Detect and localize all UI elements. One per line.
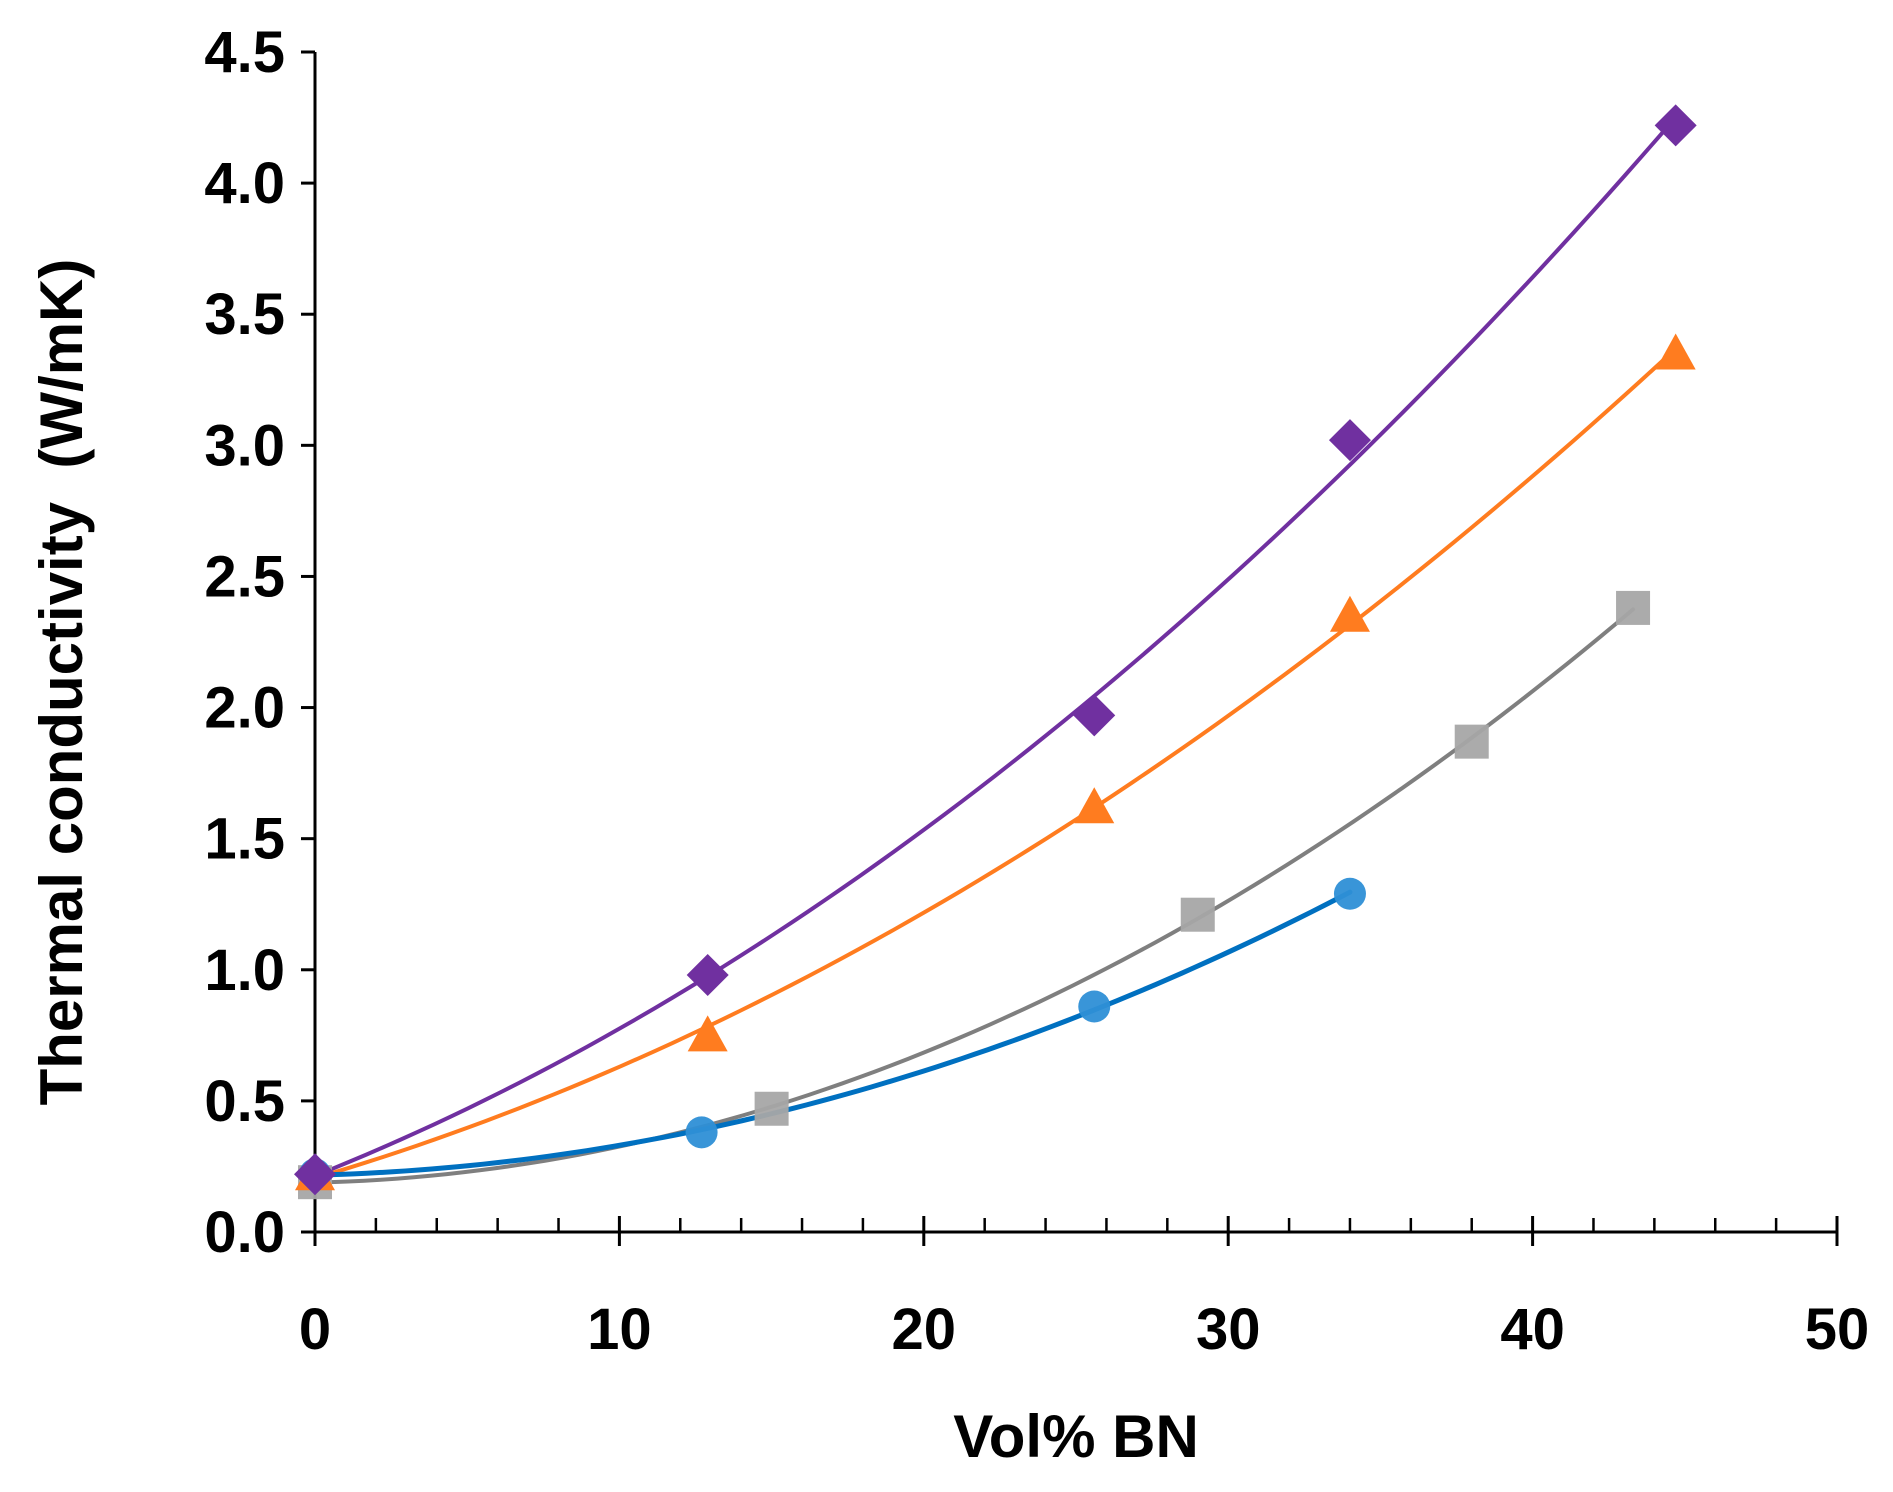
y-tick-label: 4.0: [204, 151, 285, 216]
data-point-diamond: [1073, 694, 1116, 737]
data-point-square: [1454, 724, 1489, 759]
y-tick-label: 3.5: [204, 282, 285, 347]
data-point-diamond: [1654, 104, 1697, 147]
data-point-diamond: [1328, 419, 1371, 462]
data-point-diamond: [294, 1153, 336, 1196]
data-markers: [294, 104, 1697, 1200]
y-axis-ticks: 0.0 0.5 1.0 1.5 2.0 2.5 3.0 3.5 4.0 4.5: [204, 20, 315, 1265]
trendline: [313, 346, 1678, 1181]
trendline: [312, 889, 1353, 1178]
trendline: [313, 607, 1636, 1185]
x-tick-label: 20: [892, 1297, 957, 1362]
x-tick-label: 30: [1196, 1297, 1261, 1362]
y-tick-label: 1.0: [204, 938, 285, 1003]
x-tick-label: 10: [587, 1297, 652, 1362]
y-axis-title: Thermal conductivity (W/mK): [28, 259, 95, 1106]
data-point-diamond: [686, 954, 729, 997]
data-point-square: [1180, 897, 1215, 932]
data-point-triangle: [1329, 595, 1370, 632]
trendline: [313, 115, 1678, 1178]
x-tick-label: 50: [1805, 1297, 1870, 1362]
data-point-triangle: [687, 1015, 728, 1052]
data-point-circle: [1333, 877, 1366, 910]
data-point-triangle: [1655, 333, 1696, 370]
y-tick-label: 0.5: [204, 1069, 285, 1134]
x-tick-label: 0: [299, 1297, 331, 1362]
y-tick-label: 4.5: [204, 20, 285, 85]
x-tick-label: 40: [1500, 1297, 1565, 1362]
y-tick-label: 2.0: [204, 676, 285, 741]
y-tick-label: 0.0: [204, 1200, 285, 1265]
axes: [313, 52, 1837, 1234]
data-point-square: [1616, 590, 1651, 625]
y-tick-label: 3.0: [204, 413, 285, 478]
trendlines: [312, 115, 1678, 1185]
data-point-triangle: [1074, 787, 1115, 824]
x-axis-title: Vol% BN: [953, 1403, 1199, 1470]
data-point-square: [754, 1091, 789, 1126]
data-point-circle: [1078, 990, 1111, 1023]
x-axis-ticks: 0 10 20 30 40 50: [299, 1216, 1869, 1362]
data-point-circle: [685, 1116, 718, 1149]
y-tick-label: 1.5: [204, 807, 285, 872]
y-tick-label: 2.5: [204, 544, 285, 609]
